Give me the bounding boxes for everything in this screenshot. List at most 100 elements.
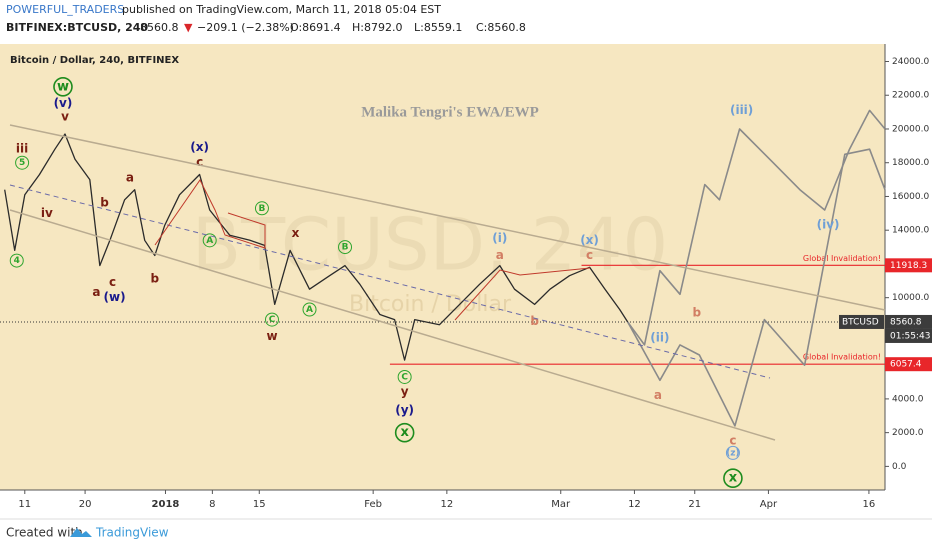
wave-label: (iii) [730, 103, 753, 117]
high: H:8792.0 [352, 21, 402, 34]
wave-circle [15, 155, 30, 170]
wave-label: a [654, 388, 662, 402]
wave-label: w [266, 329, 277, 343]
wave-label: (w) [104, 290, 126, 304]
wave-label: v [61, 110, 69, 124]
wave-label: w [57, 79, 69, 94]
wave-circle [53, 77, 73, 97]
y-tick-label: 0.0 [892, 462, 907, 472]
x-tick-label: 12 [628, 499, 641, 510]
wave-circle [9, 253, 24, 268]
wave-circle [725, 445, 740, 460]
price-tag-label: 11918.3 [890, 261, 927, 271]
projection-line [626, 148, 886, 427]
wave-circle [254, 201, 269, 216]
wave-label: iii [16, 142, 28, 156]
invalidation-label: Global Invalidation! [803, 353, 881, 362]
projection-line [627, 109, 886, 346]
wave-label: b [530, 314, 539, 328]
wave-label: 4 [14, 256, 20, 266]
symbol-tag [839, 314, 884, 329]
last-price-tag [885, 314, 932, 329]
chart-title: Malika Tengri's EWA/EWP [361, 104, 539, 120]
channel-midline [9, 184, 771, 379]
wave-label: c [109, 275, 116, 289]
wave-label: (v) [54, 96, 73, 110]
y-tick-label: 2000.0 [892, 428, 924, 438]
channel-line [9, 209, 776, 441]
wave-label: x [400, 425, 409, 440]
change: −209.1 (−2.38%) [197, 21, 294, 34]
wave-label: x [729, 471, 738, 486]
time-axis [0, 490, 932, 518]
x-tick-label: 15 [253, 499, 266, 510]
wave-label: (y) [395, 403, 414, 417]
wave-label: a [92, 285, 100, 299]
x-tick-label: 12 [440, 499, 453, 510]
wave-label: y [401, 385, 409, 399]
countdown-tag [885, 328, 932, 343]
wave-label: a [126, 170, 134, 184]
plot: BTCUSD, 240 Bitcoin / Dollar Bitcoin / Dol… [0, 55, 886, 488]
open: O:8691.4 [290, 21, 341, 34]
x-tick-label: 16 [863, 499, 876, 510]
wave-circle [394, 422, 415, 443]
x-tick-label: Apr [760, 499, 778, 510]
y-tick-label: 4000.0 [892, 394, 924, 404]
wave-label: iv [41, 206, 53, 220]
price-line [4, 133, 629, 361]
channel-line [9, 124, 886, 311]
wave-circle [302, 302, 317, 317]
wave-label: (i) [492, 231, 507, 245]
wave-label: A [306, 305, 313, 315]
price-tag [885, 357, 932, 372]
wave-label: a [496, 248, 504, 262]
wave-label: B [342, 243, 349, 253]
wave-label: (x) [580, 233, 599, 247]
price: 8560.8 [140, 21, 179, 34]
low: L:8559.1 [414, 21, 462, 34]
publisher: POWERFUL_TRADERS [6, 3, 124, 16]
price-tag-label: 6057.4 [890, 360, 922, 370]
brand-logo [70, 528, 92, 537]
countdown-label: 01:55:43 [890, 331, 930, 341]
wave-label: C [401, 372, 408, 382]
symbol-tag-label: BTCUSD [842, 317, 879, 327]
trend-segment [454, 267, 591, 321]
close: C:8560.8 [476, 21, 526, 34]
wave-label: (iv) [817, 218, 840, 232]
y-tick-label: 22000.0 [892, 91, 929, 101]
symbol: BITFINEX:BTCUSD, 240 [6, 21, 148, 34]
watermark: BTCUSD, 240 [192, 203, 668, 287]
invalidation-label: Global Invalidation! [803, 254, 881, 263]
y-tick-label: 14000.0 [892, 226, 929, 236]
wave-label: c [586, 248, 593, 262]
x-tick-label: 11 [18, 499, 31, 510]
y-tick-label: 18000.0 [892, 158, 929, 168]
wave-label: b [150, 272, 159, 286]
wave-label: A [206, 236, 213, 246]
x-tick-label: Feb [364, 499, 382, 510]
wave-circle [338, 240, 353, 255]
wave-label: B [259, 204, 266, 214]
triangle [154, 179, 266, 249]
wave-label: b [692, 305, 701, 319]
wave-label: (x) [190, 140, 209, 154]
wave-label: b [100, 196, 109, 210]
wave-circle [397, 369, 412, 384]
price-tag [885, 258, 932, 273]
wave-label: 5 [19, 158, 25, 168]
published: published on TradingView.com, March 11, … [122, 3, 441, 16]
y-tick-label: 16000.0 [892, 192, 929, 202]
x-tick-label: 8 [209, 499, 215, 510]
wave-label: (ii) [650, 331, 669, 345]
wave-circle [202, 233, 217, 248]
x-tick-label: 2018 [152, 499, 180, 510]
y-tick-label: 20000.0 [892, 124, 929, 134]
x-tick-label: Mar [551, 499, 571, 510]
wave-circle [723, 468, 743, 488]
wave-label: c [196, 155, 203, 169]
footer-created: Created with [6, 526, 83, 540]
wave-label: C [269, 315, 276, 325]
